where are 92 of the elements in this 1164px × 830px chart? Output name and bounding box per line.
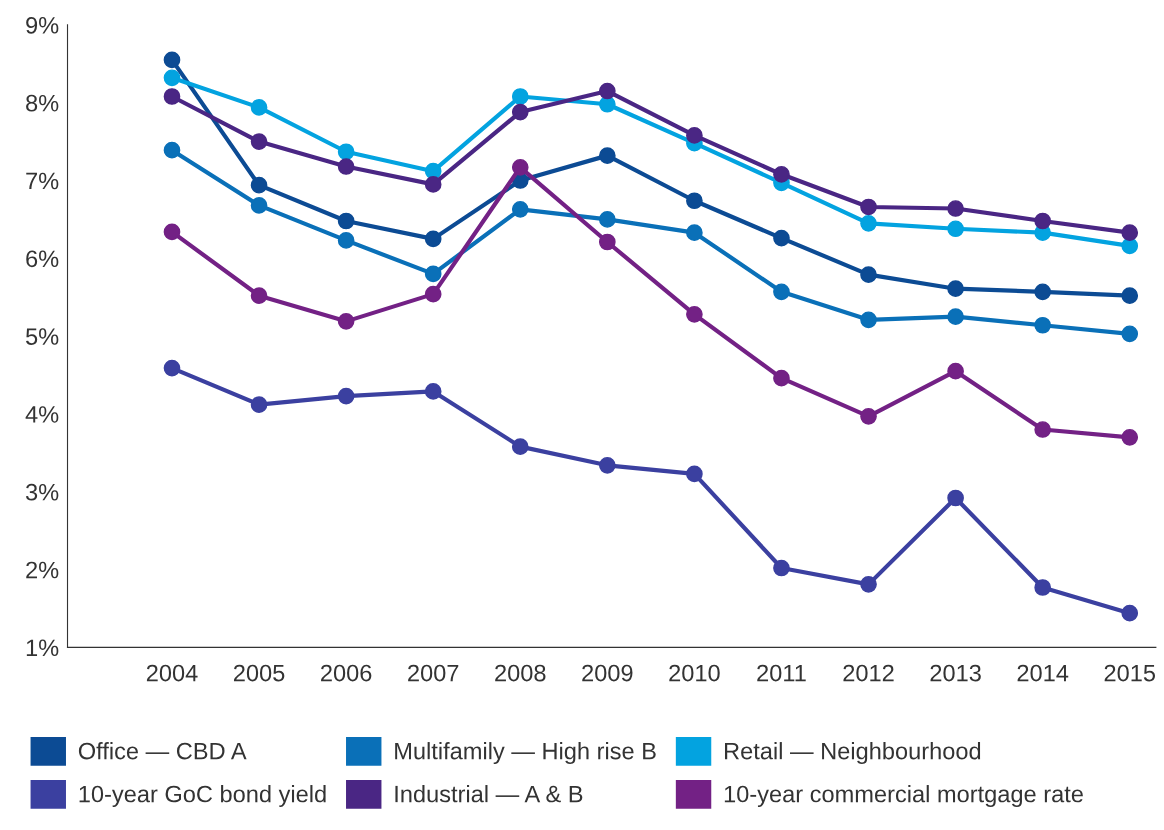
- y-tick-label: 4%: [25, 406, 59, 423]
- y-tick-label: 3%: [25, 483, 59, 501]
- point: [1034, 212, 1051, 230]
- point: [860, 311, 877, 329]
- x-tick-label: 2009: [582, 664, 633, 682]
- point: [860, 407, 877, 425]
- point: [1121, 224, 1139, 241]
- point: [947, 280, 964, 298]
- point: [250, 99, 268, 116]
- x-tick-label: 2004: [146, 664, 198, 682]
- point: [163, 51, 181, 69]
- point: [511, 103, 529, 121]
- legend-label: Multifamily — High rise B: [395, 742, 656, 765]
- point: [424, 176, 442, 193]
- point: [337, 313, 355, 330]
- y-tick-label: 7%: [26, 172, 59, 190]
- point: [1034, 421, 1051, 438]
- point: [1121, 604, 1139, 622]
- y-tick-label: 2%: [26, 561, 59, 579]
- point: [773, 229, 790, 247]
- point: [947, 489, 964, 507]
- point: [337, 212, 355, 230]
- x-tick-label: 2007: [408, 664, 459, 682]
- point: [250, 396, 268, 413]
- point: [598, 82, 616, 100]
- x-tick-label: 2014: [1017, 664, 1069, 682]
- point: [860, 266, 877, 284]
- point: [424, 383, 442, 400]
- point: [250, 133, 268, 150]
- y-tick-label: 1%: [26, 639, 59, 657]
- point: [511, 158, 529, 176]
- point: [686, 224, 703, 241]
- point: [860, 214, 877, 232]
- point: [598, 233, 616, 251]
- x-tick-label: 2005: [233, 664, 285, 682]
- x-tick-label: 2013: [930, 664, 981, 682]
- point: [860, 198, 877, 216]
- point: [511, 88, 529, 105]
- point: [686, 465, 703, 483]
- point: [163, 141, 181, 159]
- point: [163, 359, 181, 377]
- legend-label: Retail — Neighbourhood: [725, 742, 981, 765]
- point: [686, 192, 703, 210]
- point: [598, 211, 616, 228]
- point: [250, 287, 268, 305]
- x-tick-label: 2012: [843, 664, 894, 682]
- point: [424, 230, 442, 248]
- point: [511, 438, 529, 455]
- legend-label: Office — CBD A: [78, 742, 247, 760]
- point: [773, 369, 790, 387]
- x-tick-label: 2008: [495, 664, 546, 682]
- point: [1121, 428, 1139, 446]
- point: [250, 197, 268, 214]
- point: [337, 232, 355, 249]
- legend-label: Industrial — A & B: [395, 785, 583, 803]
- y-tick-label: 6%: [26, 250, 59, 268]
- point: [424, 285, 442, 303]
- point: [686, 306, 703, 323]
- point: [947, 220, 964, 238]
- point: [1034, 316, 1051, 334]
- point: [1121, 325, 1139, 343]
- y-tick-label: 9%: [26, 16, 59, 34]
- x-tick-label: 2010: [669, 664, 720, 682]
- point: [337, 158, 355, 175]
- point: [1121, 287, 1139, 305]
- point: [337, 143, 355, 161]
- point: [1034, 283, 1051, 301]
- point: [163, 223, 181, 241]
- point: [598, 456, 616, 474]
- point: [337, 387, 355, 405]
- point: [773, 165, 790, 183]
- legend-label: 10-year commercial mortgage rate: [724, 785, 1083, 808]
- point: [424, 265, 442, 283]
- y-tick-label: 5%: [26, 328, 59, 345]
- point: [773, 559, 790, 577]
- point: [773, 283, 790, 301]
- point: [947, 308, 964, 326]
- x-tick-label: 2011: [757, 664, 806, 682]
- y-tick-label: 8%: [26, 94, 59, 112]
- legend-label: 10-year GoC bond yield: [79, 785, 326, 808]
- point: [686, 127, 703, 144]
- x-tick-label: 2006: [321, 664, 372, 682]
- x-tick-label: 2015: [1104, 664, 1156, 682]
- point: [163, 88, 181, 105]
- point: [250, 176, 268, 194]
- point: [598, 147, 616, 164]
- point: [511, 200, 529, 218]
- point: [1034, 579, 1051, 596]
- point: [860, 576, 877, 593]
- point: [947, 362, 964, 380]
- point: [947, 200, 964, 217]
- point: [163, 69, 181, 87]
